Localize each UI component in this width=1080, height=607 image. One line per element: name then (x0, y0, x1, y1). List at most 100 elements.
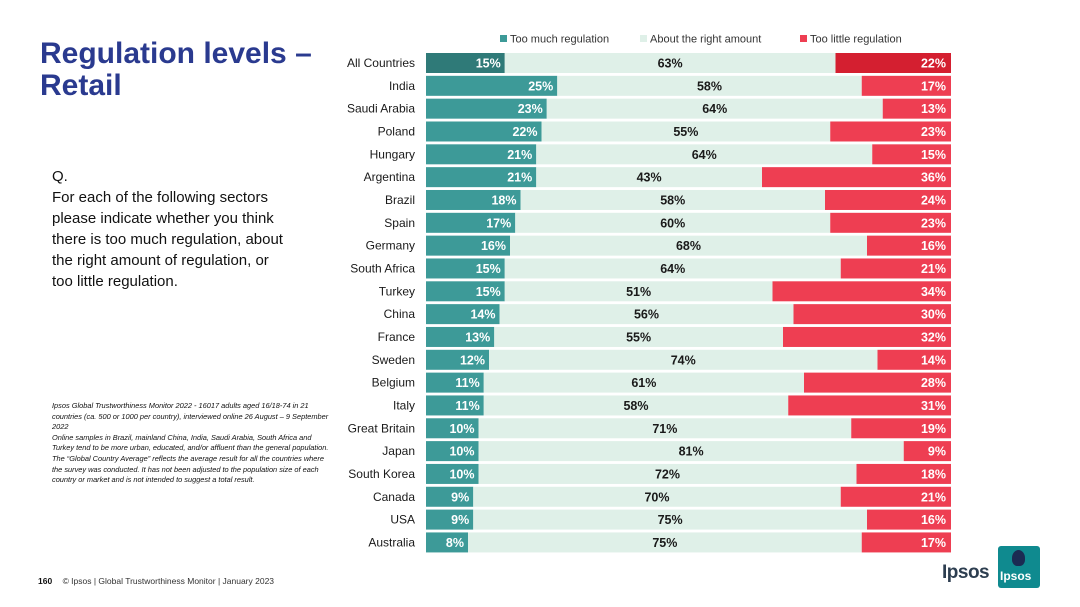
data-label-too-little: 13% (921, 102, 946, 116)
bar-right-amount (557, 75, 862, 96)
bar-too-much (426, 144, 537, 165)
bar-too-much (426, 121, 542, 142)
bar-right-amount (504, 281, 773, 302)
bar-too-little (840, 486, 951, 507)
bar-too-little (830, 212, 951, 233)
bar-too-much (426, 326, 495, 347)
data-label-too-little: 21% (921, 490, 946, 504)
data-label-too-little: 16% (921, 239, 946, 253)
bar-too-little (840, 258, 951, 279)
data-label-too-little: 30% (921, 308, 946, 322)
bar-too-much (426, 189, 521, 210)
data-label-too-little: 15% (921, 148, 946, 162)
data-label-too-little: 36% (921, 171, 946, 185)
bar-too-much (426, 418, 479, 439)
data-label-too-much: 17% (486, 216, 511, 230)
data-label-too-little: 17% (921, 536, 946, 550)
data-label-too-little: 23% (921, 216, 946, 230)
data-label-too-little: 23% (921, 125, 946, 139)
data-label-too-little: 9% (928, 445, 946, 459)
bar-too-little (788, 395, 951, 416)
bar-too-much (426, 486, 474, 507)
data-label-right-amount: 56% (634, 308, 659, 322)
data-label-too-much: 18% (491, 193, 516, 207)
category-label: Brazil (385, 193, 415, 207)
data-label-too-little: 32% (921, 330, 946, 344)
bar-too-little (903, 441, 951, 462)
bar-too-little (861, 532, 951, 553)
bar-too-little (825, 189, 951, 210)
data-label-right-amount: 60% (660, 216, 685, 230)
bar-too-little (877, 349, 951, 370)
legend-swatch (640, 35, 647, 42)
survey-question: Q. For each of the following sectors ple… (52, 166, 292, 292)
data-label-too-much: 25% (528, 79, 553, 93)
data-label-right-amount: 71% (652, 422, 677, 436)
logo-blob (1012, 550, 1025, 566)
bar-too-little (772, 281, 951, 302)
data-label-too-much: 13% (465, 330, 490, 344)
data-label-too-little: 34% (921, 285, 946, 299)
data-label-too-much: 8% (446, 536, 464, 550)
bar-right-amount (536, 167, 762, 188)
bar-right-amount (504, 53, 836, 73)
bar-too-much (426, 395, 484, 416)
data-label-too-little: 24% (921, 193, 946, 207)
data-label-right-amount: 64% (692, 148, 717, 162)
bar-right-amount (546, 98, 883, 119)
bar-too-little (793, 304, 951, 325)
bar-right-amount (504, 258, 841, 279)
data-label-too-little: 22% (921, 57, 946, 71)
data-label-too-little: 21% (921, 262, 946, 276)
bar-too-much (426, 349, 489, 370)
data-label-too-little: 14% (921, 353, 946, 367)
category-label: Great Britain (348, 421, 415, 435)
question-prefix: Q. (52, 168, 68, 185)
data-label-too-little: 17% (921, 79, 946, 93)
category-label: Sweden (372, 353, 415, 367)
legend-label: Too much regulation (510, 34, 609, 46)
legend-swatch (800, 35, 807, 42)
data-label-too-much: 15% (476, 285, 501, 299)
bar-too-much (426, 304, 500, 325)
category-label: South Africa (350, 261, 415, 275)
bar-right-amount (510, 235, 867, 256)
data-label-right-amount: 55% (673, 125, 698, 139)
note-line: Ipsos Global Trustworthiness Monitor 202… (52, 401, 329, 432)
bar-right-amount (478, 418, 852, 439)
data-label-right-amount: 81% (679, 445, 704, 459)
bar-right-amount (483, 395, 789, 416)
category-label: South Korea (348, 467, 415, 481)
category-label: Saudi Arabia (347, 102, 415, 116)
data-label-too-little: 16% (921, 513, 946, 527)
data-label-too-much: 15% (476, 57, 501, 71)
category-label: Germany (366, 239, 415, 253)
note-line: Online samples in Brazil, mainland China… (52, 432, 329, 453)
bar-too-little (872, 144, 951, 165)
category-label: Belgium (372, 376, 415, 390)
category-label: USA (390, 513, 415, 527)
category-label: Hungary (370, 147, 415, 161)
page-number: 160 (38, 576, 53, 586)
bar-too-much (426, 167, 537, 188)
data-label-right-amount: 72% (655, 467, 680, 481)
bar-right-amount (499, 304, 794, 325)
category-label: Spain (384, 216, 415, 230)
data-label-too-much: 23% (518, 102, 543, 116)
ipsos-logo-icon: Ipsos (998, 546, 1040, 588)
bar-too-much (426, 53, 505, 73)
bar-right-amount (478, 441, 904, 462)
data-label-too-much: 12% (460, 353, 485, 367)
bar-right-amount (494, 326, 783, 347)
data-label-right-amount: 75% (652, 536, 677, 550)
data-label-right-amount: 75% (658, 513, 683, 527)
data-label-right-amount: 63% (658, 57, 683, 71)
category-label: China (384, 307, 416, 321)
data-label-right-amount: 55% (626, 330, 651, 344)
data-label-right-amount: 64% (660, 262, 685, 276)
data-label-too-much: 15% (476, 262, 501, 276)
bar-too-much (426, 441, 479, 462)
bar-too-much (426, 212, 516, 233)
bar-right-amount (468, 532, 862, 553)
data-label-too-much: 10% (449, 445, 474, 459)
